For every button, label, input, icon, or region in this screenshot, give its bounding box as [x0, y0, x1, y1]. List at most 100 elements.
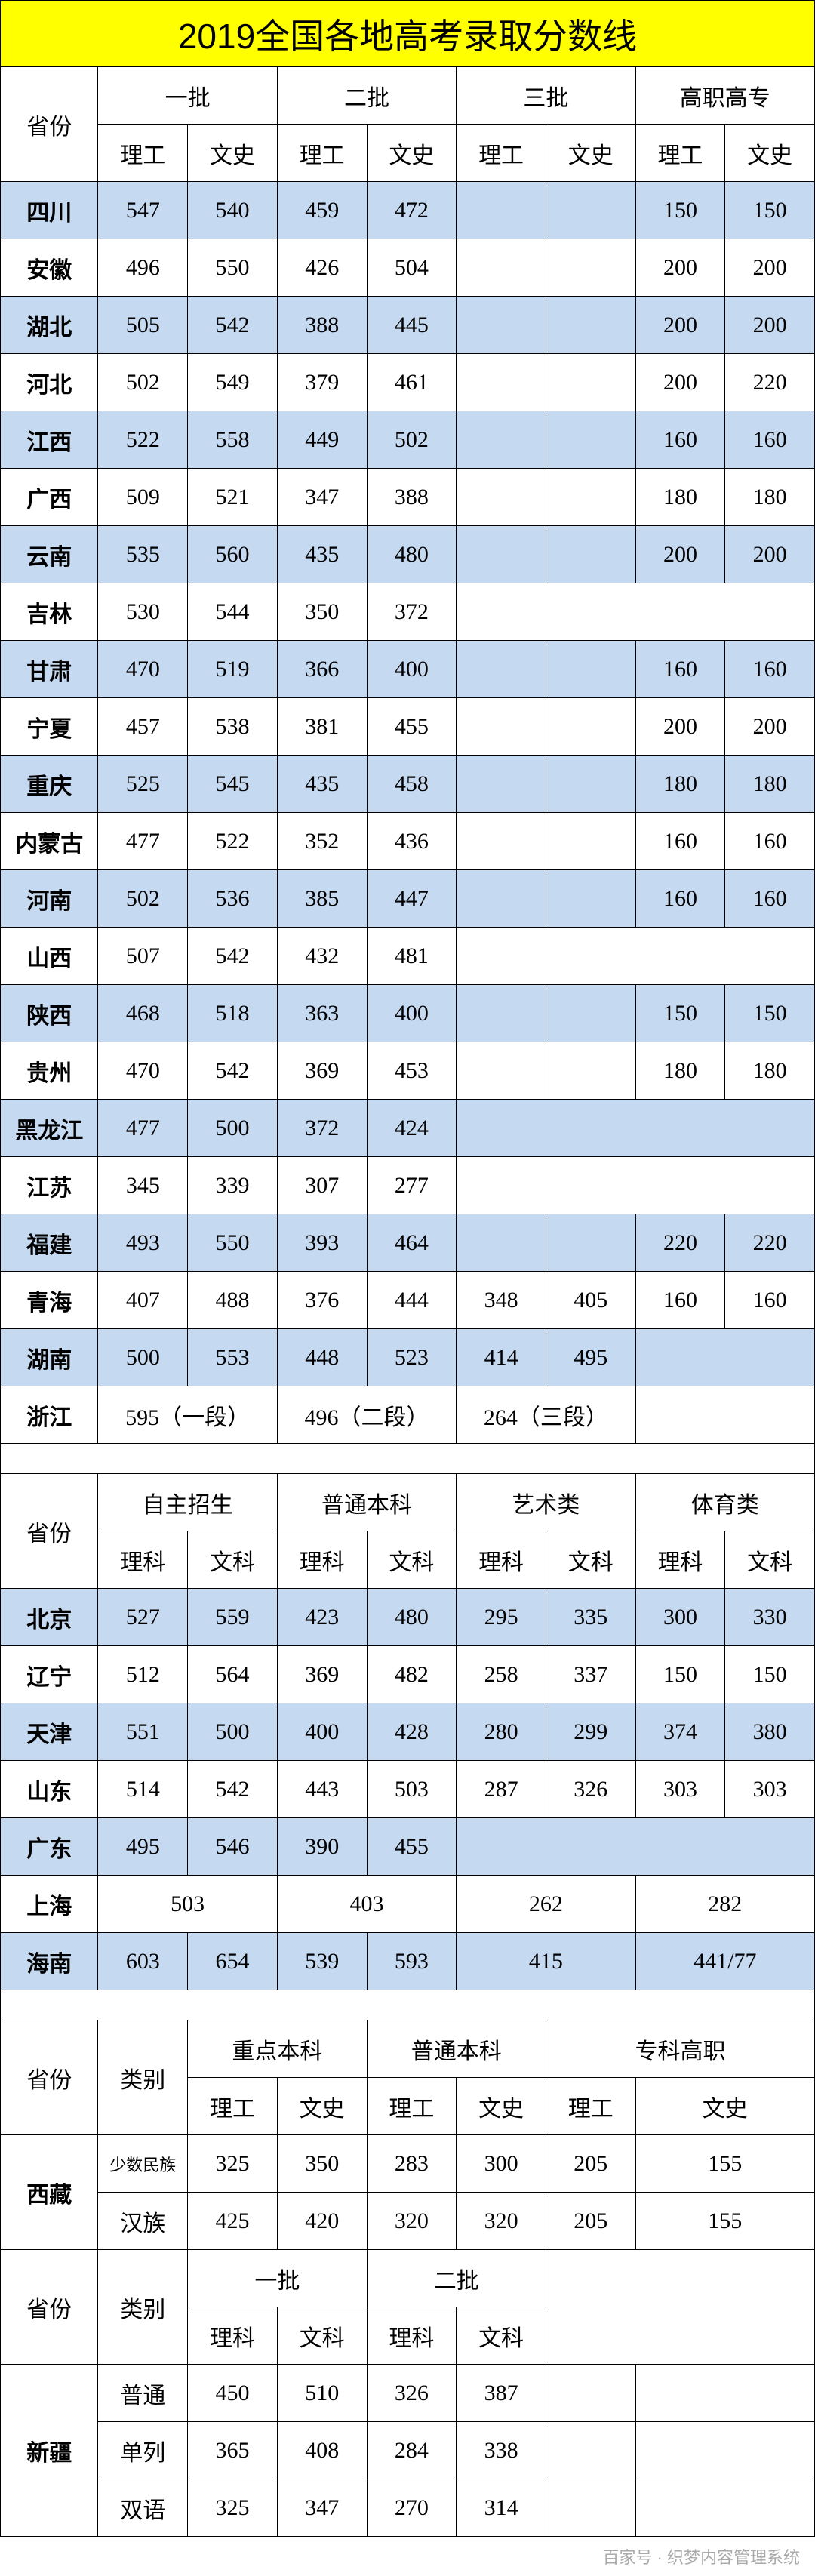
score-cell: 220 [725, 354, 815, 411]
province-cell: 湖南 [1, 1329, 98, 1386]
score-cell: 423 [277, 1589, 367, 1646]
province-cell: 河南 [1, 870, 98, 928]
tier-header: 专科高职 [546, 2020, 814, 2078]
score-cell: 160 [725, 641, 815, 698]
empty-cell [635, 2422, 814, 2479]
score-cell: 155 [635, 2135, 814, 2193]
province-cell: 安徽 [1, 239, 98, 297]
tier-header: 自主招生 [98, 1474, 277, 1531]
header-category: 类别 [98, 2020, 188, 2135]
score-cell: 461 [367, 354, 457, 411]
province-cell: 陕西 [1, 985, 98, 1042]
score-cell: 521 [188, 469, 278, 526]
empty-cell [635, 1386, 814, 1444]
score-cell: 558 [188, 411, 278, 469]
score-cell: 496 [98, 239, 188, 297]
score-cell: 180 [725, 469, 815, 526]
score-cell: 455 [367, 698, 457, 756]
score-cell: 538 [188, 698, 278, 756]
score-cell: 457 [98, 698, 188, 756]
score-cell: 150 [635, 1646, 725, 1703]
score-cell: 443 [277, 1761, 367, 1818]
score-cell: 408 [277, 2422, 367, 2479]
tier-header: 艺术类 [457, 1474, 635, 1531]
score-cell [457, 526, 546, 583]
score-cell: 450 [188, 2365, 278, 2422]
score-cell: 205 [546, 2135, 635, 2193]
tier-header: 体育类 [635, 1474, 814, 1531]
score-cell: 200 [635, 354, 725, 411]
score-cell: 522 [98, 411, 188, 469]
score-cell: 550 [188, 1214, 278, 1272]
score-cell: 295 [457, 1589, 546, 1646]
score-cell: 502 [98, 870, 188, 928]
header-province: 省份 [1, 2250, 98, 2365]
province-cell: 河北 [1, 354, 98, 411]
province-cell: 黑龙江 [1, 1100, 98, 1157]
score-cell [546, 985, 635, 1042]
score-cell: 314 [457, 2479, 546, 2537]
score-cell: 415 [457, 1933, 635, 1990]
score-cell: 300 [457, 2135, 546, 2193]
empty-cell [457, 583, 815, 641]
empty-cell [546, 2365, 635, 2422]
score-cell: 205 [546, 2193, 635, 2250]
header-province: 省份 [1, 1474, 98, 1589]
score-cell: 480 [367, 526, 457, 583]
score-cell: 400 [367, 985, 457, 1042]
score-cell: 374 [635, 1703, 725, 1761]
score-cell: 325 [188, 2135, 278, 2193]
score-cell [457, 469, 546, 526]
score-cell [457, 1214, 546, 1272]
province-cell: 新疆 [1, 2365, 98, 2537]
score-cell: 436 [367, 813, 457, 870]
category-cell: 普通 [98, 2365, 188, 2422]
score-cell: 407 [98, 1272, 188, 1329]
score-cell: 470 [98, 1042, 188, 1100]
score-cell: 502 [98, 354, 188, 411]
score-cell: 512 [98, 1646, 188, 1703]
score-cell: 180 [635, 469, 725, 526]
score-cell [457, 411, 546, 469]
score-cell [546, 1214, 635, 1272]
score-cell: 372 [367, 583, 457, 641]
province-cell: 广东 [1, 1818, 98, 1876]
score-cell [546, 1042, 635, 1100]
province-cell: 福建 [1, 1214, 98, 1272]
score-cell: 200 [725, 297, 815, 354]
score-cell: 350 [277, 583, 367, 641]
category-cell: 汉族 [98, 2193, 188, 2250]
score-cell: 535 [98, 526, 188, 583]
score-cell: 500 [98, 1329, 188, 1386]
score-cell: 335 [546, 1589, 635, 1646]
score-cell: 160 [635, 641, 725, 698]
province-cell: 江苏 [1, 1157, 98, 1214]
score-cell: 320 [457, 2193, 546, 2250]
tier-header: 普通本科 [367, 2020, 546, 2078]
province-cell: 浙江 [1, 1386, 98, 1444]
score-cell: 496（二段） [277, 1386, 456, 1444]
score-cell: 388 [277, 297, 367, 354]
score-cell: 559 [188, 1589, 278, 1646]
spacer [1, 1990, 815, 2020]
score-cell: 495 [546, 1329, 635, 1386]
score-cell [546, 870, 635, 928]
score-cell [457, 297, 546, 354]
province-cell: 广西 [1, 469, 98, 526]
subject-header: 文史 [188, 125, 278, 182]
score-cell: 449 [277, 411, 367, 469]
score-cell: 420 [277, 2193, 367, 2250]
score-cell: 369 [277, 1646, 367, 1703]
score-cell: 500 [188, 1100, 278, 1157]
score-cell: 482 [367, 1646, 457, 1703]
score-cell [457, 813, 546, 870]
province-cell: 云南 [1, 526, 98, 583]
score-cell: 180 [725, 756, 815, 813]
score-cell: 150 [725, 985, 815, 1042]
score-cell [546, 469, 635, 526]
score-cell: 155 [635, 2193, 814, 2250]
subject-header: 文科 [457, 2307, 546, 2365]
score-cell: 160 [635, 870, 725, 928]
score-cell [457, 182, 546, 239]
score-cell: 518 [188, 985, 278, 1042]
